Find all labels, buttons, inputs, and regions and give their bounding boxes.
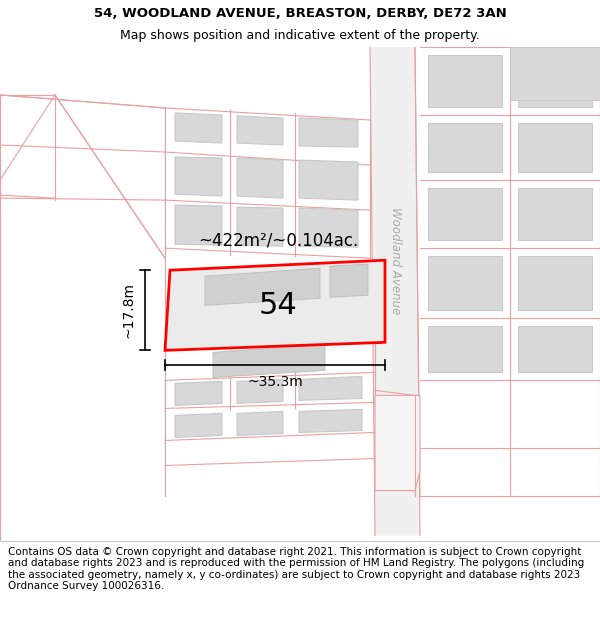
- Polygon shape: [299, 118, 358, 147]
- Polygon shape: [375, 396, 420, 491]
- Polygon shape: [175, 205, 222, 245]
- Text: Contains OS data © Crown copyright and database right 2021. This information is : Contains OS data © Crown copyright and d…: [8, 547, 584, 591]
- Polygon shape: [213, 344, 325, 377]
- Polygon shape: [237, 116, 283, 145]
- Text: 54, WOODLAND AVENUE, BREASTON, DERBY, DE72 3AN: 54, WOODLAND AVENUE, BREASTON, DERBY, DE…: [94, 7, 506, 19]
- Polygon shape: [370, 47, 420, 536]
- Polygon shape: [237, 207, 283, 246]
- Polygon shape: [330, 264, 368, 298]
- Polygon shape: [237, 379, 283, 403]
- Text: ~35.3m: ~35.3m: [247, 376, 303, 389]
- Text: 54: 54: [259, 291, 298, 320]
- Polygon shape: [428, 326, 502, 372]
- Polygon shape: [510, 47, 600, 100]
- Polygon shape: [237, 158, 283, 198]
- Polygon shape: [299, 160, 358, 200]
- Polygon shape: [428, 123, 502, 172]
- Polygon shape: [518, 55, 592, 107]
- Polygon shape: [175, 113, 222, 143]
- Polygon shape: [299, 376, 362, 401]
- Polygon shape: [237, 411, 283, 436]
- Polygon shape: [165, 260, 385, 351]
- Polygon shape: [428, 188, 502, 240]
- Polygon shape: [428, 256, 502, 310]
- Polygon shape: [299, 409, 362, 432]
- Text: Woodland Avenue: Woodland Avenue: [389, 206, 401, 314]
- Polygon shape: [299, 208, 358, 247]
- Polygon shape: [518, 256, 592, 310]
- Text: Map shows position and indicative extent of the property.: Map shows position and indicative extent…: [120, 29, 480, 42]
- Polygon shape: [518, 326, 592, 372]
- Polygon shape: [175, 413, 222, 437]
- Polygon shape: [518, 188, 592, 240]
- Polygon shape: [175, 381, 222, 406]
- Text: ~17.8m: ~17.8m: [121, 282, 135, 338]
- Polygon shape: [518, 123, 592, 172]
- Polygon shape: [428, 55, 502, 107]
- Polygon shape: [205, 268, 320, 305]
- Polygon shape: [175, 157, 222, 196]
- Text: ~422m²/~0.104ac.: ~422m²/~0.104ac.: [198, 231, 358, 249]
